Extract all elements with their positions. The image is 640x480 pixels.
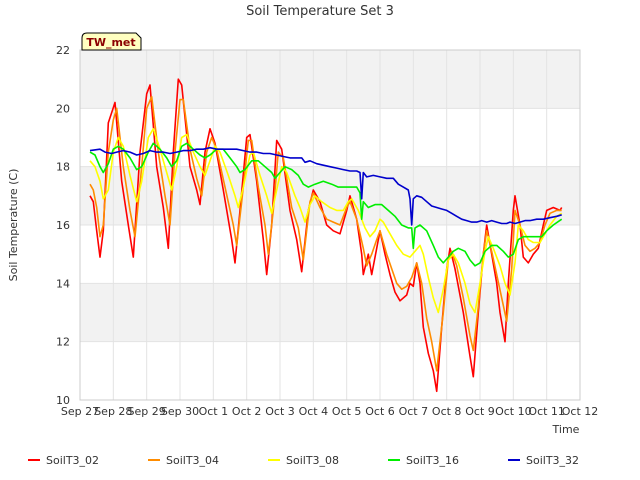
x-tick-label: Oct 9 — [465, 405, 495, 418]
y-tick-label: 16 — [56, 219, 70, 232]
legend-item: SoilT3_02 — [28, 454, 99, 467]
x-tick-label: Sep 30 — [161, 405, 199, 418]
y-tick-label: 18 — [56, 161, 70, 174]
legend-label: SoilT3_02 — [46, 454, 99, 467]
series-lines — [89, 78, 563, 393]
plot-frame — [79, 49, 581, 401]
legend: SoilT3_02 SoilT3_04 SoilT3_08 SoilT3_16 Soil… — [28, 454, 579, 467]
series-line-SoilT3_32 — [89, 146, 562, 226]
site-badge: TW_met — [81, 32, 142, 51]
plot-background-bands — [80, 50, 580, 342]
x-tick-label: Oct 12 — [562, 405, 599, 418]
legend-item: SoilT3_04 — [148, 454, 219, 467]
series-line-SoilT3_08 — [89, 128, 563, 314]
background-band — [80, 283, 580, 342]
y-tick-label: 22 — [56, 44, 70, 57]
y-axis-label: Soil Temperature (C) — [7, 169, 20, 282]
x-tick-label: Oct 6 — [365, 405, 395, 418]
x-tick-label: Oct 7 — [399, 405, 429, 418]
y-tick-label: 12 — [56, 336, 70, 349]
x-tick-label: Sep 29 — [128, 405, 166, 418]
x-tick-label: Oct 3 — [265, 405, 295, 418]
x-tick-label: Oct 2 — [232, 405, 262, 418]
legend-item: SoilT3_16 — [388, 454, 459, 467]
x-tick-label: Sep 28 — [94, 405, 132, 418]
x-tick-label: Oct 10 — [495, 405, 532, 418]
y-tick-label: 10 — [56, 394, 70, 407]
legend-label: SoilT3_32 — [526, 454, 579, 467]
x-axis-label: Time — [552, 423, 580, 436]
legend-label: SoilT3_08 — [286, 454, 339, 467]
legend-label: SoilT3_16 — [406, 454, 459, 467]
y-axis-ticks: 10 12 14 16 18 20 22 — [56, 44, 70, 407]
legend-item: SoilT3_08 — [268, 454, 339, 467]
y-tick-label: 14 — [56, 277, 70, 290]
x-tick-label: Oct 1 — [199, 405, 229, 418]
background-band — [80, 166, 580, 225]
background-band — [80, 50, 580, 109]
y-tick-label: 20 — [56, 102, 70, 115]
legend-label: SoilT3_04 — [166, 454, 219, 467]
x-tick-label: Oct 8 — [432, 405, 462, 418]
series-line-SoilT3_04 — [89, 95, 562, 372]
x-tick-label: Sep 27 — [61, 405, 99, 418]
x-tick-label: Oct 11 — [528, 405, 565, 418]
chart-title: Soil Temperature Set 3 — [246, 4, 394, 19]
x-tick-label: Oct 4 — [299, 405, 329, 418]
x-tick-label: Oct 5 — [332, 405, 362, 418]
series-line-SoilT3_02 — [89, 78, 563, 393]
series-line-SoilT3_16 — [89, 142, 563, 267]
site-badge-label: TW_met — [86, 36, 135, 49]
legend-item: SoilT3_32 — [508, 454, 579, 467]
